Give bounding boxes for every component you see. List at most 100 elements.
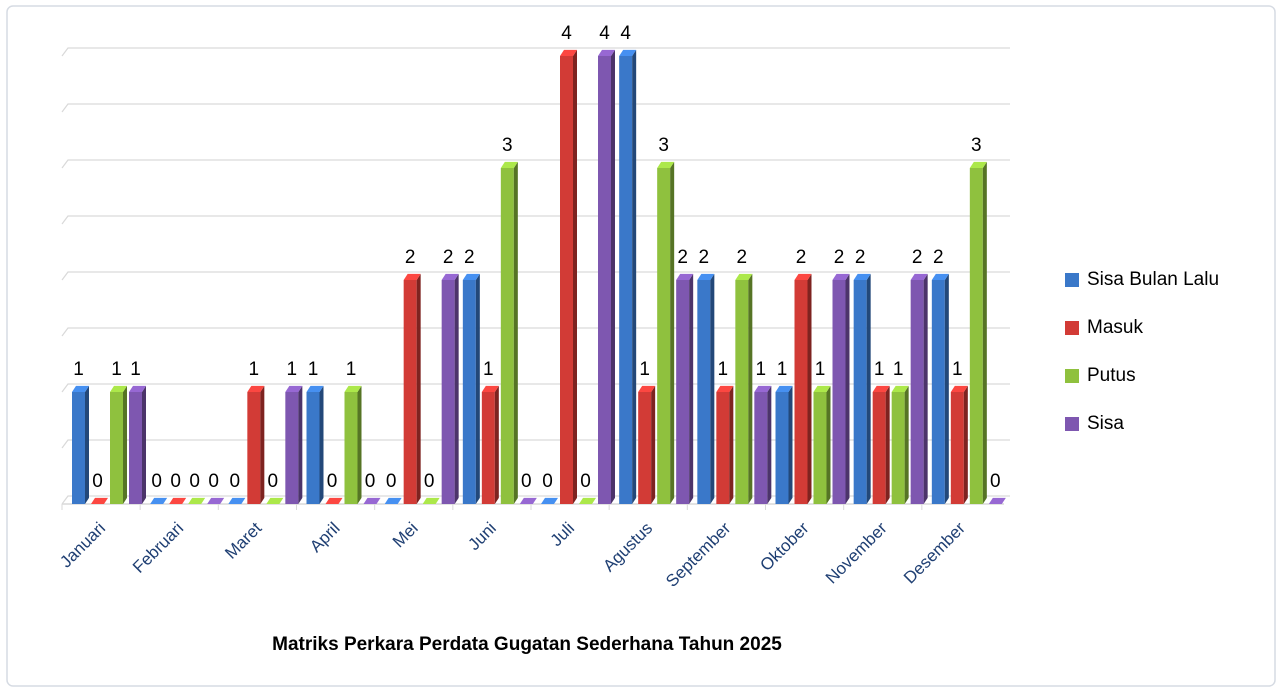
bar-face: [611, 49, 615, 504]
bar-face: [306, 392, 320, 504]
data-label: 2: [737, 247, 748, 268]
data-label: 2: [796, 247, 807, 268]
bar-face: [638, 392, 652, 504]
bar: [519, 497, 537, 504]
bar-face: [657, 168, 671, 504]
bar: [891, 385, 909, 504]
data-label: 1: [308, 359, 319, 380]
bar-face: [150, 497, 168, 504]
bar: [813, 385, 831, 504]
bar-face: [422, 497, 440, 504]
data-label: 1: [777, 359, 788, 380]
data-label: 0: [327, 471, 338, 492]
data-label: 1: [718, 359, 729, 380]
bar: [950, 385, 968, 504]
bar-face: [885, 385, 890, 504]
data-label: 2: [912, 247, 923, 268]
bar-face: [832, 273, 850, 280]
bar-face: [969, 161, 987, 168]
bar-face: [441, 273, 459, 280]
bar-face: [891, 392, 905, 504]
bar: [754, 385, 772, 504]
bar-face: [519, 497, 537, 504]
bar: [910, 273, 928, 504]
bar-face: [598, 49, 615, 56]
bar-face: [475, 273, 480, 504]
bar-face: [619, 56, 633, 504]
legend-swatch: [1065, 273, 1079, 287]
data-label: 1: [874, 359, 885, 380]
bar-face: [481, 385, 499, 392]
data-label: 2: [464, 247, 475, 268]
bar-face: [247, 385, 265, 392]
bar-face: [982, 161, 987, 504]
bar-face: [560, 56, 573, 504]
data-label: 2: [699, 247, 710, 268]
bar: [716, 385, 734, 504]
bar-face: [619, 49, 637, 56]
bar-face: [794, 280, 808, 504]
bar-face: [403, 280, 417, 504]
bar-face: [950, 385, 968, 392]
bar-face: [462, 280, 476, 504]
data-label: 4: [599, 23, 610, 44]
bar: [344, 385, 362, 504]
bar-face: [866, 273, 871, 504]
data-label: 2: [405, 247, 416, 268]
data-label: 0: [208, 471, 219, 492]
bar-face: [169, 497, 187, 504]
data-label: 3: [658, 135, 669, 156]
bar: [306, 385, 324, 504]
bar: [129, 385, 146, 504]
bar-face: [813, 392, 827, 504]
data-label: 0: [542, 471, 553, 492]
bar: [266, 497, 284, 504]
bar: [150, 497, 168, 504]
bar-face: [813, 385, 831, 392]
bar: [422, 497, 440, 504]
bar-face: [207, 497, 225, 504]
data-label: 1: [952, 359, 963, 380]
bar: [285, 385, 303, 504]
bar-face: [676, 280, 690, 504]
bar-face: [988, 497, 1006, 504]
bar-face: [129, 392, 142, 504]
bar-face: [285, 385, 303, 392]
bar-face: [963, 385, 968, 504]
bar: [325, 497, 343, 504]
bar-face: [357, 385, 362, 504]
bar-face: [788, 385, 793, 504]
data-label: 0: [365, 471, 376, 492]
bar: [462, 273, 480, 504]
bar: [72, 385, 89, 504]
bar-face: [710, 273, 715, 504]
bar-face: [826, 385, 831, 504]
bar: [481, 385, 499, 504]
bar-face: [735, 280, 749, 504]
grid-line: [61, 327, 1010, 337]
bar-face: [632, 49, 637, 504]
grid-line: [61, 495, 1010, 505]
chart-title: Matriks Perkara Perdata Gugatan Sederhan…: [272, 634, 782, 655]
bar: [188, 497, 206, 504]
bar-face: [598, 56, 611, 504]
bar: [384, 497, 402, 504]
bar: [598, 49, 615, 504]
bar-face: [462, 273, 480, 280]
data-label: 2: [834, 247, 845, 268]
legend-swatch: [1065, 417, 1079, 431]
bar-face: [872, 385, 890, 392]
data-label: 0: [386, 471, 397, 492]
bar-face: [416, 273, 421, 504]
bar-face: [697, 280, 711, 504]
data-label: 1: [111, 359, 122, 380]
bar: [853, 273, 871, 504]
data-label: 0: [580, 471, 591, 492]
bar: [228, 497, 246, 504]
bar: [676, 273, 694, 504]
bar-face: [638, 385, 656, 392]
bar-face: [344, 385, 362, 392]
bar-face: [72, 392, 85, 504]
bar-face: [573, 49, 577, 504]
